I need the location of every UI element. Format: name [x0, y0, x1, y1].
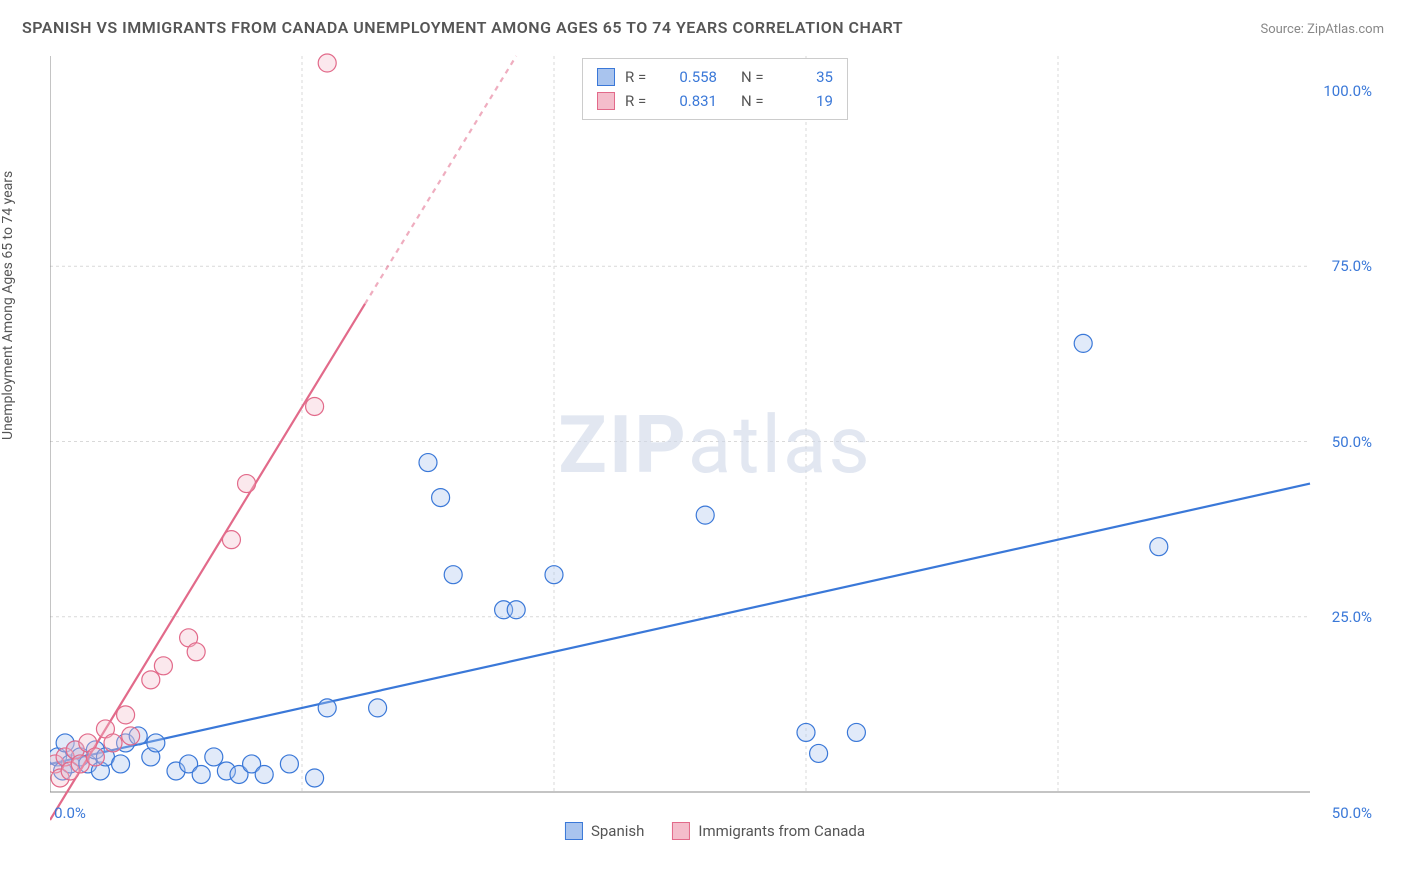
legend-series-item: Immigrants from Canada — [672, 822, 865, 840]
legend-stat-row: R = 0.558 N = 35 — [597, 65, 833, 89]
legend-r-value: 0.831 — [669, 89, 717, 113]
chart-title: SPANISH VS IMMIGRANTS FROM CANADA UNEMPL… — [22, 18, 903, 37]
legend-swatch — [672, 822, 690, 840]
legend-swatch — [565, 822, 583, 840]
legend-series: Spanish Immigrants from Canada — [565, 822, 865, 840]
legend-stat-row: R = 0.831 N = 19 — [597, 89, 833, 113]
legend-stats: R = 0.558 N = 35 R = 0.831 N = 19 — [582, 58, 848, 120]
legend-n-label: N = — [741, 89, 771, 113]
legend-n-label: N = — [741, 65, 771, 89]
legend-series-item: Spanish — [565, 822, 644, 840]
legend-swatch — [597, 68, 615, 86]
y-tick-label: 50.0% — [1332, 433, 1372, 451]
source-label: Source: ZipAtlas.com — [1260, 22, 1384, 37]
legend-n-value: 35 — [785, 65, 833, 89]
y-axis-label: Unemployment Among Ages 65 to 74 years — [0, 171, 16, 440]
legend-r-label: R = — [625, 89, 655, 113]
y-tick-label: 100.0% — [1323, 82, 1372, 100]
correlation-chart: ZIPatlas R =0.558N =35R =0.831N =19 Span… — [50, 50, 1380, 840]
x-tick-label: 0.0% — [54, 804, 86, 822]
legend-series-name: Spanish — [591, 822, 644, 840]
legend-r-value: 0.558 — [669, 65, 717, 89]
y-tick-label: 75.0% — [1332, 257, 1372, 275]
legend-n-value: 19 — [785, 89, 833, 113]
chart-canvas — [50, 50, 1380, 840]
legend-r-label: R = — [625, 65, 655, 89]
x-tick-label: 50.0% — [1332, 804, 1372, 822]
legend-swatch — [597, 92, 615, 110]
y-tick-label: 25.0% — [1332, 608, 1372, 626]
legend-series-name: Immigrants from Canada — [698, 822, 865, 840]
